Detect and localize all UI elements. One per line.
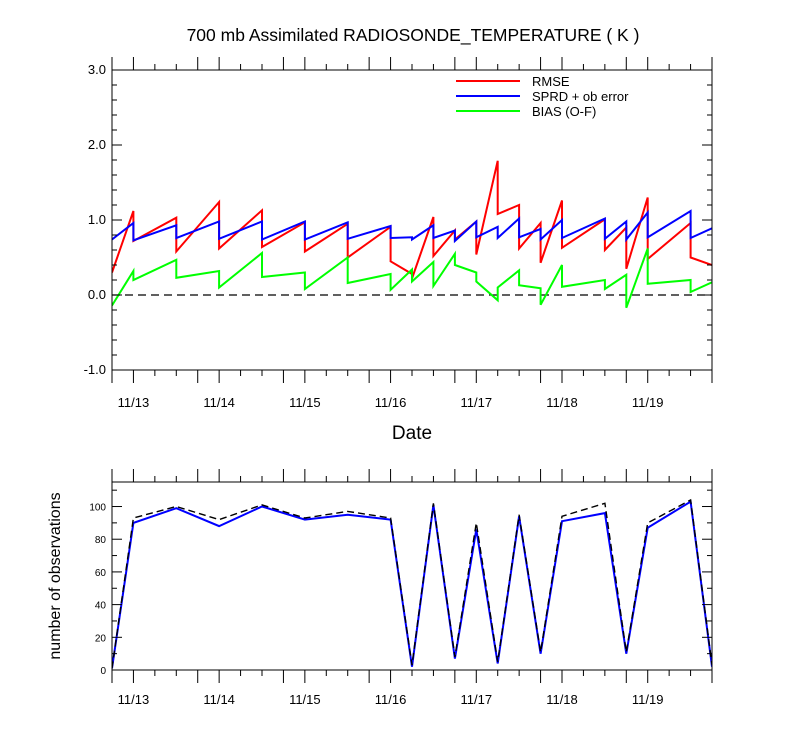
legend-label: BIAS (O-F) — [532, 104, 596, 119]
x-tick-label: 11/14 — [203, 395, 235, 410]
y-tick-label: 0.0 — [88, 287, 106, 302]
x-tick-label: 11/19 — [632, 395, 664, 410]
x-tick-label: 11/15 — [289, 395, 321, 410]
x-tick-label: 11/19 — [632, 692, 664, 707]
bottom-plot-area — [112, 498, 712, 669]
x-tick-label: 11/17 — [460, 395, 492, 410]
top-plot-area — [112, 160, 712, 309]
series-line-bias-o-f — [112, 248, 712, 309]
x-axis-label: Date — [392, 423, 432, 444]
y-tick-label: 3.0 — [88, 62, 106, 77]
y-tick-label: 100 — [89, 503, 106, 514]
y-tick-label: 1.0 — [88, 212, 106, 227]
y-tick-label: 2.0 — [88, 137, 106, 152]
y-tick-label: 80 — [95, 535, 107, 546]
x-tick-label: 11/18 — [546, 395, 578, 410]
top-y-axis: -1.0 0.0 1.0 2.0 3.0 — [84, 62, 712, 377]
y-tick-label: 20 — [95, 633, 107, 644]
x-tick-label: 11/13 — [118, 395, 150, 410]
legend-label: RMSE — [532, 74, 570, 89]
x-tick-label: 11/14 — [203, 692, 235, 707]
series-line-possible — [112, 498, 712, 669]
y-tick-label: -1.0 — [84, 362, 106, 377]
series-line-used — [112, 499, 712, 669]
bottom-y-axis: 0 20 40 60 80 100 — [89, 489, 712, 677]
top-plot-frame — [111, 69, 713, 371]
x-tick-label: 11/15 — [289, 692, 321, 707]
y-tick-label: 0 — [100, 666, 106, 677]
series-line-rmse — [112, 160, 712, 279]
bottom-plot-frame — [111, 481, 713, 671]
x-tick-label: 11/13 — [118, 692, 150, 707]
x-tick-label: 11/18 — [546, 692, 578, 707]
x-tick-label: 11/17 — [460, 692, 492, 707]
top-x-axis: 11/13 11/14 11/15 11/16 11/17 11/18 11/19 — [111, 57, 713, 410]
chart-title: 700 mb Assimilated RADIOSONDE_TEMPERATUR… — [187, 25, 640, 46]
y-tick-label: 60 — [95, 568, 107, 579]
y-axis-label: number of observations — [47, 492, 64, 659]
x-tick-label: 11/16 — [375, 395, 407, 410]
legend-label: SPRD + ob error — [532, 89, 629, 104]
series-line-sprd-ob-error — [112, 209, 712, 244]
bottom-x-axis: 11/13 11/14 11/15 11/16 11/17 11/18 11/19 — [111, 469, 713, 707]
y-tick-label: 40 — [95, 601, 107, 612]
x-tick-label: 11/16 — [375, 692, 407, 707]
